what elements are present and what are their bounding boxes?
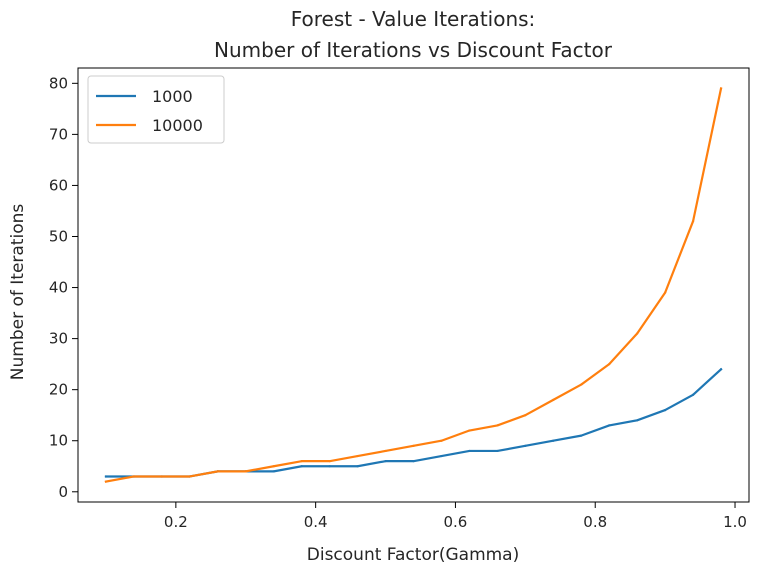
data-point-10000-1 [132, 475, 136, 478]
data-point-10000-8 [328, 460, 331, 463]
data-point-10000-15 [524, 414, 527, 417]
chart-title-line-2: Number of Iterations vs Discount Factor [214, 38, 613, 62]
data-point-1000-15 [524, 444, 527, 447]
x-tick-label: 1.0 [723, 513, 747, 531]
data-point-1000-13 [468, 449, 471, 453]
data-point-1000-17 [580, 434, 583, 437]
data-point-10000-4 [216, 470, 219, 473]
data-point-1000-9 [356, 465, 359, 468]
legend-label-10000: 10000 [152, 116, 203, 135]
x-axis-ticks: 0.2 0.4 0.6 0.8 1.0 [164, 502, 747, 531]
x-tick-label: 0.4 [304, 513, 328, 531]
x-axis-label: Discount Factor(Gamma) [307, 545, 519, 565]
plot-frame [77, 67, 750, 503]
data-point-10000-11 [412, 444, 415, 447]
y-tick-label: 10 [49, 432, 68, 450]
data-point-10000-6 [272, 465, 275, 468]
data-point-10000-13 [468, 429, 471, 432]
data-point-10000-18 [608, 363, 611, 366]
data-point-10000-21 [691, 220, 695, 223]
data-point-10000-14 [496, 424, 499, 427]
y-tick-label: 80 [49, 74, 68, 92]
chart-title-line-1: Forest - Value Iterations: [291, 7, 536, 31]
data-point-10000-9 [356, 454, 359, 458]
y-tick-label: 60 [49, 176, 68, 194]
data-point-10000-10 [384, 449, 387, 453]
legend-label-1000: 1000 [152, 87, 193, 106]
data-point-1000-19 [636, 419, 639, 422]
data-point-10000-12 [440, 439, 443, 442]
data-point-10000-17 [580, 383, 583, 386]
y-tick-label: 20 [49, 381, 68, 399]
x-tick-label: 0.8 [583, 513, 607, 531]
plot-area [104, 87, 723, 483]
data-point-10000-2 [160, 475, 163, 478]
y-tick-label: 40 [49, 279, 68, 297]
y-axis-label: Number of Iterations [8, 204, 28, 381]
legend: 1000 10000 [87, 75, 225, 144]
data-point-10000-0 [104, 480, 108, 483]
data-point-1000-16 [552, 439, 555, 442]
y-axis-ticks: 0 10 20 30 40 50 60 70 80 [49, 74, 78, 501]
data-point-1000-14 [496, 449, 499, 453]
y-tick-label: 70 [49, 125, 68, 143]
data-point-1000-12 [440, 454, 443, 458]
x-tick-label: 0.2 [164, 513, 188, 531]
data-point-10000-20 [664, 291, 667, 294]
data-point-10000-19 [636, 332, 639, 335]
data-point-10000-3 [188, 475, 191, 478]
data-point-1000-6 [272, 470, 275, 473]
data-point-10000-7 [300, 460, 303, 463]
data-point-1000-7 [300, 465, 303, 468]
data-point-1000-0 [104, 475, 108, 478]
y-tick-label: 30 [49, 330, 68, 348]
y-tick-label: 50 [49, 227, 68, 245]
data-point-1000-8 [328, 465, 331, 468]
data-point-1000-22 [719, 368, 723, 371]
data-point-1000-11 [412, 460, 415, 463]
x-tick-label: 0.6 [444, 513, 468, 531]
data-point-1000-21 [691, 393, 695, 396]
data-point-1000-20 [664, 408, 667, 412]
data-point-1000-10 [384, 460, 387, 463]
y-tick-label: 0 [58, 483, 68, 501]
data-point-1000-18 [608, 424, 611, 427]
data-point-10000-22 [719, 87, 723, 90]
data-point-10000-16 [552, 398, 555, 401]
data-point-10000-5 [244, 470, 247, 473]
legend-box [87, 75, 225, 144]
